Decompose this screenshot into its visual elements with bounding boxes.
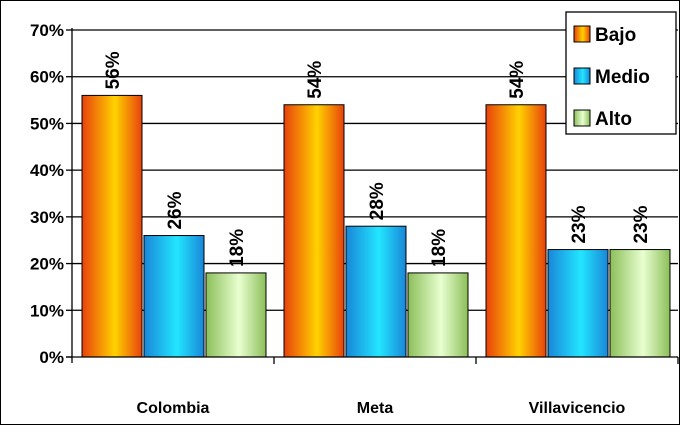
bar-medio-meta [345, 225, 407, 358]
bar-alto-meta [407, 272, 469, 358]
data-label: 26% [165, 191, 186, 229]
data-label: 18% [227, 229, 248, 267]
data-label: 54% [507, 61, 528, 99]
bar-alto-colombia [205, 272, 267, 358]
legend-swatch-alto [573, 109, 591, 127]
bar-bajo-villavicencio [485, 104, 547, 358]
bar-bajo-meta [283, 104, 345, 358]
bar-medio-colombia [143, 235, 205, 358]
data-labels: 56% 26% 18% 54% 28% 18% 54% 23% 23% [103, 51, 652, 267]
y-tick-label: 10% [30, 301, 64, 320]
y-tick-label: 50% [30, 114, 64, 133]
y-tick-label: 0% [39, 348, 64, 367]
y-tick-label: 60% [30, 68, 64, 87]
legend-label-alto: Alto [595, 109, 632, 130]
y-tick-label: 70% [30, 21, 64, 40]
y-tick-label: 20% [30, 255, 64, 274]
legend-swatch-medio [573, 67, 591, 85]
legend-swatch-bajo [573, 25, 591, 43]
bar-alto-villavicencio [609, 249, 671, 358]
category-label: Villavicencio [529, 400, 626, 417]
legend-label-medio: Medio [595, 67, 650, 88]
y-axis-ticks: 0% 10% 20% 30% 40% 50% 60% 70% [30, 21, 72, 367]
category-label: Colombia [137, 400, 210, 417]
data-label: 56% [103, 51, 124, 89]
bar-medio-villavicencio [547, 249, 609, 358]
bars [81, 94, 671, 358]
data-label: 18% [429, 229, 450, 267]
category-label: Meta [357, 400, 394, 417]
category-labels: Colombia Meta Villavicencio [137, 400, 626, 417]
legend: Bajo Medio Alto [565, 11, 677, 135]
axes [66, 28, 679, 364]
bar-bajo-colombia [81, 94, 143, 358]
y-tick-label: 40% [30, 161, 64, 180]
data-label: 23% [631, 205, 652, 243]
legend-label-bajo: Bajo [595, 25, 636, 46]
data-label: 23% [569, 205, 590, 243]
data-label: 54% [305, 61, 326, 99]
data-label: 28% [367, 182, 388, 220]
y-tick-label: 30% [30, 208, 64, 227]
